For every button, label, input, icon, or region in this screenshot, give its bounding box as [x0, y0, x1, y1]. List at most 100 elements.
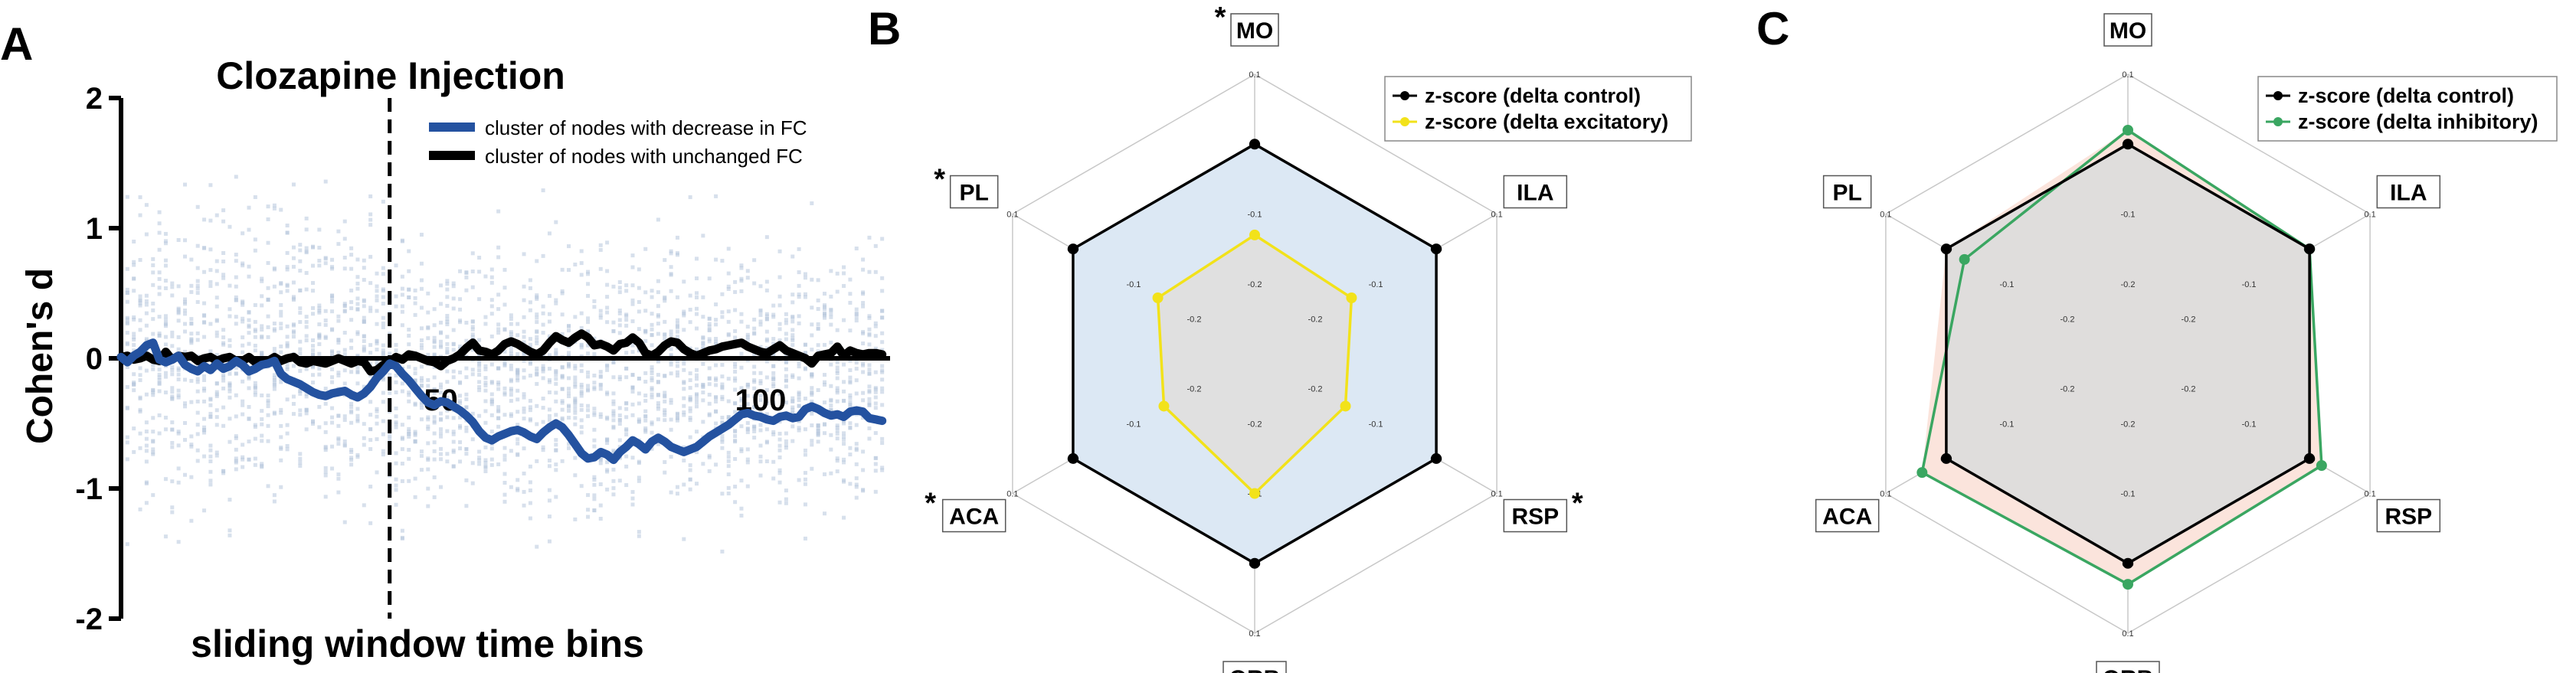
scatter-point	[592, 438, 597, 443]
scatter-point	[867, 315, 872, 320]
scatter-point	[522, 358, 526, 363]
scatter-point	[362, 319, 366, 324]
scatter-point	[842, 515, 846, 520]
scatter-point	[880, 315, 885, 320]
scatter-point	[502, 446, 507, 450]
scatter-point	[880, 466, 885, 470]
scatter-point	[317, 351, 322, 356]
scatter-point	[688, 487, 692, 492]
scatter-point	[483, 315, 488, 319]
scatter-point	[669, 455, 673, 459]
scatter-point	[509, 335, 513, 339]
axis-label-orb: ORB	[2103, 666, 2154, 673]
scatter-point	[464, 375, 469, 380]
scatter-point	[342, 443, 347, 448]
scatter-point	[439, 343, 443, 348]
scatter-point	[579, 403, 584, 407]
scatter-point	[477, 388, 482, 393]
scatter-point	[151, 493, 155, 498]
scatter-point	[132, 263, 136, 267]
significance-star: *	[1215, 2, 1226, 34]
scatter-point	[407, 415, 411, 420]
panel-c-radar-chart: C -0.2-0.10.00.1-0.2-0.10.00.1-0.2-0.10.…	[1756, 3, 2558, 673]
scatter-point	[669, 249, 673, 253]
scatter-point	[592, 410, 597, 415]
scatter-point	[598, 247, 603, 252]
scatter-point	[535, 381, 539, 386]
scatter-point	[451, 348, 456, 352]
scatter-point	[311, 344, 315, 348]
scatter-point	[151, 263, 155, 267]
scatter-point	[663, 418, 667, 423]
scatter-point	[394, 502, 398, 507]
scatter-point	[432, 495, 437, 499]
scatter-point	[752, 371, 757, 375]
scatter-point	[592, 427, 597, 432]
series-point	[1431, 243, 1442, 255]
scatter-point	[419, 449, 424, 454]
scatter-point	[214, 319, 219, 323]
scatter-point	[586, 272, 591, 276]
scatter-point	[342, 304, 347, 309]
legend-label: z-score (delta control)	[2298, 84, 2514, 107]
scatter-point	[183, 404, 187, 409]
scatter-point	[669, 427, 673, 432]
scatter-point	[368, 343, 373, 348]
scatter-point	[630, 265, 635, 270]
scatter-point	[867, 426, 872, 430]
scatter-point	[752, 429, 757, 433]
scatter-point	[509, 387, 513, 391]
scatter-point	[764, 314, 769, 319]
scatter-point	[247, 341, 251, 346]
scatter-point	[861, 301, 866, 305]
scatter-point	[752, 394, 757, 399]
scatter-point	[291, 264, 296, 269]
ring-tick-label: -0.1	[1999, 420, 2014, 429]
axis-label-mo: MO	[1236, 18, 1273, 44]
scatter-point	[752, 405, 757, 410]
scatter-point	[714, 302, 718, 307]
scatter-point	[208, 482, 213, 487]
scatter-point	[842, 271, 846, 276]
scatter-point	[221, 328, 226, 332]
scatter-point	[189, 475, 194, 479]
scatter-point	[483, 367, 488, 371]
scatter-point	[253, 329, 257, 334]
scatter-point	[426, 441, 430, 446]
scatter-point	[637, 420, 641, 424]
scatter-point	[567, 268, 571, 273]
scatter-point	[304, 394, 309, 399]
scatter-point	[279, 344, 283, 348]
scatter-point	[803, 536, 807, 541]
scatter-point	[407, 430, 411, 434]
scatter-point	[195, 338, 200, 342]
scatter-point	[790, 405, 795, 410]
scatter-point	[643, 414, 648, 419]
scatter-point	[266, 484, 270, 488]
scatter-point	[803, 366, 807, 371]
scatter-point	[362, 266, 366, 270]
scatter-point	[745, 335, 750, 339]
scatter-point	[304, 407, 309, 412]
scatter-point	[208, 443, 213, 448]
scatter-point	[854, 391, 859, 396]
scatter-point	[470, 437, 475, 442]
scatter-point	[541, 376, 545, 381]
scatter-point	[579, 311, 584, 315]
scatter-point	[873, 387, 878, 391]
scatter-point	[183, 308, 187, 312]
scatter-point	[144, 436, 149, 441]
scatter-point	[771, 315, 776, 319]
scatter-point	[470, 325, 475, 329]
scatter-point	[567, 409, 571, 413]
scatter-point	[176, 377, 181, 382]
scatter-point	[388, 351, 392, 356]
scatter-point	[298, 368, 303, 373]
series-point	[2304, 243, 2316, 255]
scatter-point	[279, 407, 283, 412]
ring-tick-label: -0.1	[1369, 420, 1383, 429]
scatter-point	[266, 286, 270, 290]
scatter-point	[163, 335, 168, 339]
scatter-point	[445, 317, 450, 322]
scatter-point	[144, 232, 149, 237]
